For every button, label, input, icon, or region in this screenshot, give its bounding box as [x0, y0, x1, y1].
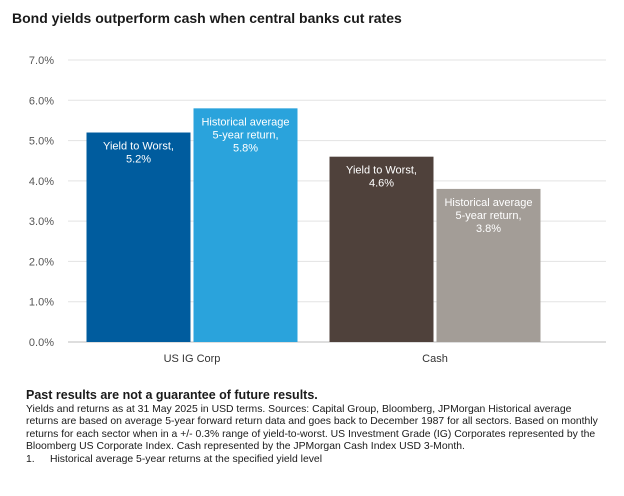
data-label: Historical average — [201, 116, 289, 128]
bar — [193, 108, 298, 342]
y-tick-label: 5.0% — [29, 136, 54, 148]
data-label: 5-year return, — [455, 210, 521, 222]
source-text: Yields and returns as at 31 May 2025 in … — [26, 404, 598, 453]
bar — [436, 188, 541, 342]
x-axis-categories: US IG Corp Cash — [164, 353, 448, 365]
bar-chart: 7.0% 6.0% 5.0% 4.0% 3.0% 2.0% 1.0% 0.0% Yield t… — [29, 55, 606, 365]
data-label: 5.8% — [233, 142, 258, 154]
data-label: Yield to Worst, — [346, 165, 417, 177]
footnote-text: Historical average 5-year returns at the… — [50, 453, 323, 465]
data-label: Historical average — [444, 197, 532, 209]
bars — [86, 108, 541, 342]
footnote-number: 1. — [26, 453, 35, 465]
data-label: 4.6% — [369, 178, 394, 190]
footnote: 1. Historical average 5-year returns at t… — [26, 454, 606, 466]
y-tick-label: 4.0% — [29, 176, 54, 188]
y-axis-ticks: 7.0% 6.0% 5.0% 4.0% 3.0% 2.0% 1.0% 0.0% — [29, 55, 54, 349]
y-tick-label: 3.0% — [29, 216, 54, 228]
y-tick-label: 7.0% — [29, 55, 54, 67]
x-category-label: Cash — [422, 353, 448, 365]
y-tick-label: 2.0% — [29, 256, 54, 268]
data-label: 5.2% — [126, 154, 151, 166]
chart-footer: Past results are not a guarantee of futu… — [26, 388, 606, 466]
bar — [329, 156, 434, 342]
data-label: 3.8% — [476, 223, 501, 235]
x-category-label: US IG Corp — [164, 353, 221, 365]
data-label: 5-year return, — [212, 129, 278, 141]
y-tick-label: 0.0% — [29, 337, 54, 349]
y-tick-label: 1.0% — [29, 297, 54, 309]
chart-title: Bond yields outperform cash when central… — [12, 10, 402, 26]
data-label: Yield to Worst, — [103, 141, 174, 153]
disclaimer-text: Past results are not a guarantee of futu… — [26, 388, 318, 402]
bar-labels: Yield to Worst,5.2%Historical average5-y… — [103, 116, 532, 235]
bar — [86, 132, 191, 342]
y-tick-label: 6.0% — [29, 95, 54, 107]
